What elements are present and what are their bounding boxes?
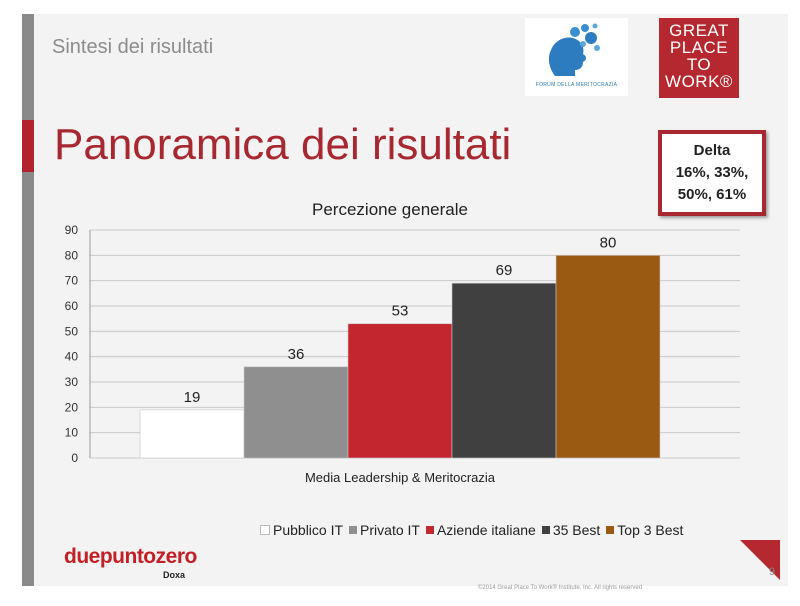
legend-label: Aziende italiane: [436, 522, 536, 538]
legend-swatch: [541, 526, 550, 534]
duepuntozero-logo: duepuntozero: [64, 545, 197, 568]
x-category-label: Media Leadership & Meritocrazia: [305, 470, 496, 485]
y-tick-label: 50: [65, 324, 79, 338]
chart: Percezione generale 0 10 20 30 40 50 60 70 80 90 1…: [40, 198, 760, 503]
legend-item: Top 3 Best: [606, 522, 683, 538]
legend-item: Pubblico IT: [260, 522, 343, 538]
legend-swatch: [349, 526, 358, 534]
gptw-line-1: GREAT: [669, 21, 729, 40]
great-place-to-work-logo: GREAT PLACE TO WORK®: [659, 18, 739, 98]
data-label: 19: [184, 389, 201, 406]
data-label: 53: [392, 303, 409, 320]
chart-title: Percezione generale: [312, 200, 468, 219]
bar: [347, 323, 453, 459]
head-dots-icon: [548, 23, 600, 76]
y-tick-label: 60: [65, 299, 79, 313]
bar: [555, 255, 661, 459]
legend-swatch: [606, 526, 615, 534]
bar: [451, 282, 557, 459]
slide-subtitle: Sintesi dei risultati: [52, 36, 214, 58]
delta-title: Delta: [693, 142, 731, 159]
copyright-text: ©2014 Great Place To Work® Institute, In…: [478, 585, 643, 591]
legend-label: Pubblico IT: [273, 522, 344, 538]
left-bar: [22, 14, 34, 586]
y-tick-label: 70: [65, 274, 79, 288]
delta-box: Delta 16%, 33%, 50%, 61%: [658, 130, 766, 216]
doxa-logo: Doxa: [163, 570, 186, 580]
slide-background: [22, 14, 788, 586]
legend-label: 35 Best: [552, 522, 601, 538]
legend-item: Aziende italiane: [425, 522, 536, 538]
forum-meritocrazia-logo: FORUM DELLA MERITOCRAZIA: [525, 18, 628, 96]
bar: [243, 366, 349, 459]
legend-label: Privato IT: [360, 522, 420, 538]
data-label: 36: [288, 346, 305, 363]
legend-item: Privato IT: [349, 522, 420, 538]
y-tick-label: 20: [65, 400, 79, 414]
legend-label: Top 3 Best: [617, 522, 684, 538]
page-number: 9: [769, 566, 776, 578]
y-tick-label: 0: [71, 451, 78, 465]
forum-logo-caption: FORUM DELLA MERITOCRAZIA: [535, 82, 618, 88]
gptw-line-2: PLACE: [669, 38, 729, 57]
y-tick-label: 30: [65, 375, 79, 389]
data-label: 80: [600, 234, 617, 251]
y-tick-label: 80: [65, 248, 79, 262]
delta-line-1: 16%, 33%,: [675, 164, 749, 181]
delta-line-2: 50%, 61%: [677, 186, 747, 203]
legend-swatch: [425, 526, 434, 534]
legend-item: 35 Best: [541, 522, 601, 538]
data-label: 69: [496, 262, 513, 279]
corner-triangle: [740, 540, 780, 580]
y-tick-label: 10: [65, 426, 79, 440]
gptw-line-4: WORK®: [665, 72, 733, 91]
y-tick-label: 90: [65, 223, 79, 237]
slide-title: Panoramica dei risultati: [54, 120, 512, 169]
bar: [139, 409, 245, 459]
bar-chart-svg: 0 10 20 30 40 50 60 70 80 90 19 36 53 69 80 Media Leade…: [65, 223, 740, 485]
y-tick-label: 40: [65, 350, 79, 364]
chart-legend: Pubblico IT Privato IT Aziende italiane 35 …: [260, 522, 683, 538]
gptw-line-3: TO: [686, 55, 712, 74]
legend-swatch: [260, 525, 270, 535]
title-accent-bar: [22, 120, 34, 172]
